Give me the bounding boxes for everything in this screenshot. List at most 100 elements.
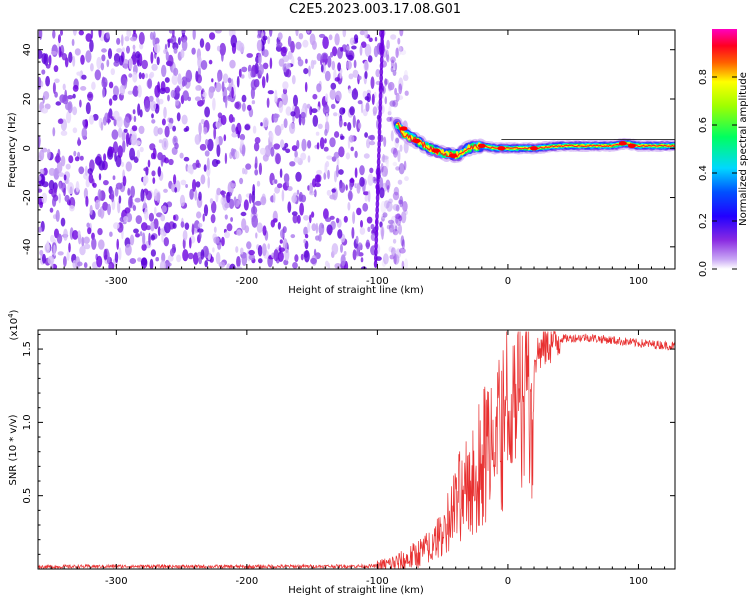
noise-speckle bbox=[290, 111, 296, 117]
noise-speckle bbox=[400, 235, 405, 247]
noise-speckle bbox=[97, 208, 102, 218]
noise-speckle bbox=[103, 248, 108, 261]
noise-speckle bbox=[274, 125, 282, 136]
noise-speckle bbox=[48, 179, 55, 191]
noise-speckle bbox=[385, 158, 389, 169]
noise-speckle bbox=[398, 215, 403, 222]
noise-speckle bbox=[194, 189, 198, 201]
noise-speckle bbox=[360, 257, 364, 263]
noise-speckle bbox=[100, 62, 105, 71]
noise-speckle bbox=[354, 150, 358, 158]
noise-speckle bbox=[393, 186, 400, 196]
noise-speckle bbox=[395, 47, 399, 59]
noise-speckle bbox=[254, 156, 258, 169]
noise-speckle bbox=[66, 251, 70, 261]
noise-speckle bbox=[336, 158, 340, 167]
noise-speckle bbox=[85, 178, 91, 188]
noise-speckle bbox=[395, 204, 400, 212]
noise-speckle bbox=[129, 128, 133, 135]
noise-speckle bbox=[342, 30, 347, 38]
noise-speckle bbox=[231, 183, 237, 188]
noise-speckle bbox=[198, 191, 202, 201]
noise-speckle bbox=[216, 144, 221, 157]
noise-speckle bbox=[323, 172, 327, 180]
noise-speckle bbox=[349, 178, 355, 183]
noise-speckle bbox=[257, 52, 262, 66]
noise-speckle bbox=[163, 106, 167, 119]
noise-speckle bbox=[106, 59, 110, 68]
noise-speckle bbox=[364, 195, 368, 202]
noise-speckle bbox=[177, 73, 182, 85]
noise-speckle bbox=[274, 186, 280, 194]
noise-speckle bbox=[224, 214, 228, 220]
noise-speckle bbox=[398, 83, 403, 95]
noise-speckle bbox=[347, 122, 352, 131]
noise-speckle bbox=[102, 201, 109, 211]
noise-speckle bbox=[374, 36, 378, 42]
noise-speckle bbox=[366, 138, 371, 149]
noise-speckle bbox=[392, 69, 397, 76]
noise-speckle bbox=[364, 71, 368, 79]
noise-streak bbox=[380, 50, 384, 58]
noise-speckle bbox=[293, 94, 298, 107]
noise-speckle bbox=[180, 179, 187, 186]
noise-speckle bbox=[298, 114, 302, 126]
noise-speckle bbox=[329, 194, 336, 200]
noise-speckle bbox=[359, 45, 363, 56]
noise-speckle bbox=[404, 258, 408, 269]
noise-streak bbox=[377, 128, 382, 136]
noise-speckle bbox=[211, 200, 217, 214]
noise-speckle bbox=[64, 194, 70, 203]
noise-speckle bbox=[215, 159, 221, 165]
noise-speckle bbox=[101, 54, 106, 62]
noise-speckle bbox=[340, 243, 343, 253]
noise-speckle bbox=[205, 42, 211, 52]
noise-streak bbox=[378, 116, 382, 124]
noise-speckle bbox=[106, 32, 110, 39]
noise-speckle bbox=[176, 85, 180, 94]
snr-y-label: SNR (10 * v/v) bbox=[8, 414, 19, 485]
noise-streak bbox=[374, 230, 379, 238]
noise-speckle bbox=[318, 222, 325, 236]
noise-speckle bbox=[158, 139, 163, 144]
x-tick-label: 0 bbox=[505, 576, 511, 587]
noise-speckle bbox=[147, 159, 151, 168]
noise-speckle bbox=[50, 50, 57, 56]
noise-speckle bbox=[122, 175, 127, 187]
noise-speckle bbox=[58, 34, 61, 44]
noise-speckle bbox=[85, 33, 92, 42]
noise-speckle bbox=[56, 161, 63, 174]
noise-speckle bbox=[383, 136, 387, 148]
noise-speckle bbox=[63, 174, 67, 181]
noise-speckle bbox=[67, 182, 74, 195]
noise-speckle bbox=[189, 188, 194, 200]
noise-speckle bbox=[210, 214, 216, 224]
signal-hotspot bbox=[477, 143, 486, 148]
noise-speckle bbox=[49, 207, 54, 213]
noise-speckle bbox=[98, 239, 105, 250]
noise-speckle bbox=[350, 146, 354, 152]
noise-speckle bbox=[156, 56, 160, 66]
noise-speckle bbox=[380, 213, 387, 220]
noise-speckle bbox=[291, 145, 298, 152]
noise-speckle bbox=[121, 131, 126, 142]
noise-speckle bbox=[238, 68, 242, 78]
noise-speckle bbox=[326, 155, 333, 160]
noise-speckle bbox=[66, 110, 72, 124]
noise-speckle bbox=[239, 133, 246, 141]
noise-speckle bbox=[311, 223, 317, 232]
noise-speckle bbox=[331, 188, 337, 193]
colorbar-tick-label: 0.2 bbox=[698, 213, 709, 229]
noise-speckle bbox=[126, 45, 130, 54]
noise-streak bbox=[377, 152, 381, 160]
noise-speckle bbox=[45, 75, 50, 87]
noise-speckle bbox=[282, 238, 288, 252]
noise-speckle bbox=[236, 256, 241, 268]
noise-speckle bbox=[346, 54, 354, 61]
noise-speckle bbox=[266, 97, 270, 109]
noise-speckle bbox=[133, 156, 139, 163]
noise-speckle bbox=[320, 64, 324, 73]
noise-speckle bbox=[153, 43, 161, 54]
noise-speckle bbox=[76, 71, 82, 76]
noise-speckle bbox=[198, 256, 202, 265]
